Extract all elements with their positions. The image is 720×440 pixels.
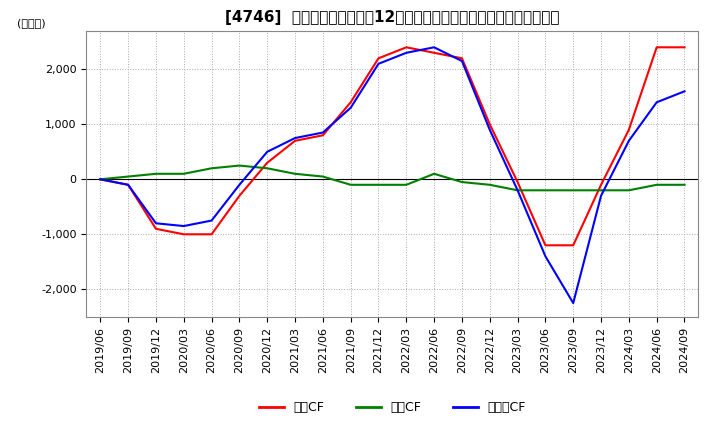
投資CF [513,187,522,193]
営業CF [318,132,327,138]
フリーCF [235,182,243,187]
投資CF [485,182,494,187]
フリーCF [263,149,271,154]
フリーCF [513,187,522,193]
営業CF [291,138,300,143]
フリーCF [458,59,467,64]
フリーCF [96,176,104,182]
フリーCF [402,50,410,55]
フリーCF [374,61,383,66]
投資CF [96,176,104,182]
フリーCF [541,253,550,259]
投資CF [235,163,243,168]
投資CF [541,187,550,193]
営業CF [430,50,438,55]
営業CF [458,55,467,61]
フリーCF [124,182,132,187]
フリーCF [569,301,577,306]
投資CF [207,165,216,171]
Y-axis label: (百万円): (百万円) [17,18,45,28]
投資CF [597,187,606,193]
投資CF [374,182,383,187]
Title: [4746]  キャッシュフローの12か月移動合計の対前年同期増減額の推移: [4746] キャッシュフローの12か月移動合計の対前年同期増減額の推移 [225,11,559,26]
営業CF [652,44,661,50]
Line: 営業CF: 営業CF [100,47,685,245]
営業CF [485,121,494,127]
フリーCF [207,218,216,223]
営業CF [374,55,383,61]
営業CF [96,176,104,182]
営業CF [680,44,689,50]
投資CF [263,165,271,171]
営業CF [124,182,132,187]
投資CF [346,182,355,187]
フリーCF [597,193,606,198]
フリーCF [485,127,494,132]
投資CF [402,182,410,187]
Legend: 営業CF, 投資CF, フリーCF: 営業CF, 投資CF, フリーCF [253,396,531,419]
投資CF [124,174,132,179]
Line: フリーCF: フリーCF [100,47,685,303]
営業CF [541,242,550,248]
フリーCF [624,138,633,143]
投資CF [652,182,661,187]
フリーCF [680,88,689,94]
フリーCF [179,224,188,229]
営業CF [597,182,606,187]
フリーCF [346,105,355,110]
フリーCF [152,220,161,226]
投資CF [680,182,689,187]
営業CF [235,193,243,198]
投資CF [458,180,467,185]
フリーCF [318,130,327,135]
Line: 投資CF: 投資CF [100,165,685,190]
営業CF [402,44,410,50]
営業CF [263,160,271,165]
営業CF [569,242,577,248]
フリーCF [430,44,438,50]
投資CF [179,171,188,176]
営業CF [207,231,216,237]
投資CF [569,187,577,193]
営業CF [624,127,633,132]
フリーCF [291,136,300,141]
投資CF [152,171,161,176]
営業CF [513,180,522,185]
フリーCF [652,99,661,105]
営業CF [346,99,355,105]
投資CF [430,171,438,176]
営業CF [179,231,188,237]
営業CF [152,226,161,231]
投資CF [291,171,300,176]
投資CF [624,187,633,193]
投資CF [318,174,327,179]
